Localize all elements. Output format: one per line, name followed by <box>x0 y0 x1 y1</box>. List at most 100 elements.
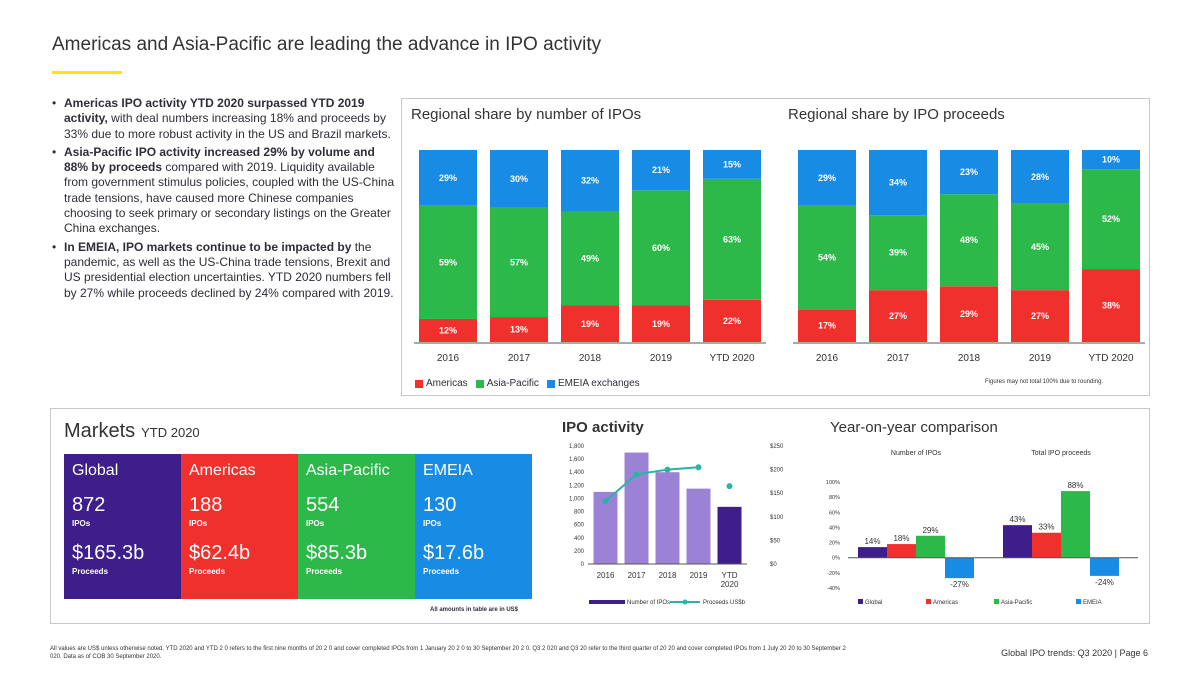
x-tick-label: 2017 <box>508 353 531 364</box>
legend-swatch <box>994 599 999 604</box>
yoy-bar <box>1061 491 1090 558</box>
market-ipos-label: IPOs <box>423 519 442 528</box>
data-label: 32% <box>581 176 599 186</box>
y-tick-label: 600 <box>574 523 585 529</box>
market-region: EMEIA <box>423 462 473 479</box>
legend-item-asia: Asia-Pacific <box>475 378 539 389</box>
data-label: 14% <box>864 537 880 546</box>
x-tick-label: 2016 <box>597 571 615 580</box>
market-card-emeia: EMEIA 130 IPOs $17.6b Proceeds <box>415 454 532 599</box>
data-label: 18% <box>893 534 909 543</box>
data-label: 29% <box>922 526 938 535</box>
page-title: Americas and Asia-Pacific are leading th… <box>52 34 602 55</box>
bar-segment <box>419 205 477 319</box>
market-proceeds: $85.3b <box>306 542 368 564</box>
market-ipos-label: IPOs <box>189 519 208 528</box>
bar-segment <box>1011 290 1069 342</box>
data-label: 17% <box>818 321 836 331</box>
bullet-text: the pandemic, as well as the US-China tr… <box>64 239 394 300</box>
markets-heading: Markets <box>64 420 136 442</box>
market-ipos: 188 <box>189 494 223 516</box>
yoy-bar <box>887 544 916 558</box>
bar-segment <box>940 150 998 195</box>
data-label: 10% <box>1102 155 1120 165</box>
y2-tick-label: $0 <box>770 562 777 568</box>
bar-segment <box>419 150 477 206</box>
data-label: 19% <box>652 319 670 329</box>
chart-title-proceeds: Regional share by IPO proceeds <box>788 106 1005 123</box>
data-label: 63% <box>723 234 741 244</box>
data-label: 19% <box>581 319 599 329</box>
proceeds-point <box>664 466 671 473</box>
bar-segment <box>1082 269 1140 342</box>
data-label: -24% <box>1095 578 1114 587</box>
legend-swatch <box>475 379 484 388</box>
y2-tick-label: $150 <box>770 491 784 497</box>
proceeds-point <box>602 498 609 505</box>
legend-label-ipos: Number of IPOs <box>627 600 670 606</box>
bullet-text: compared with 2019. Liquidity available … <box>64 160 395 236</box>
bullet-bold: Americas IPO activity YTD 2020 surpassed… <box>64 96 365 126</box>
y-tick-label: 100% <box>826 480 840 486</box>
ipo-activity-chart: 0 200 400 600 800 1,000 1,200 1,400 1,600 1,800 $0… <box>569 444 784 606</box>
data-label: 30% <box>510 174 528 184</box>
yoy-bar <box>858 547 887 558</box>
y-tick-label: 40% <box>829 525 840 531</box>
legend-label: EMEIA exchanges <box>557 378 640 389</box>
rounding-note: Figures may not total 100% due to roundi… <box>985 379 1104 385</box>
bar-segment <box>490 150 548 208</box>
data-label: 43% <box>1009 515 1025 524</box>
bullet-item: Asia-Pacific IPO activity increased 29% … <box>50 145 395 237</box>
market-ipos: 554 <box>306 494 340 516</box>
x-tick-label: YTD <box>722 571 738 580</box>
x-tick-label: 2019 <box>1029 353 1052 364</box>
legend-swatch-ipos <box>589 600 625 604</box>
proceeds-point <box>633 471 640 478</box>
y-tick-label: 200 <box>574 549 585 555</box>
top-legend: Americas Asia-Pacific EMEIA exchanges <box>415 378 648 389</box>
legend-label: Asia-Pacific <box>1001 600 1032 606</box>
y-tick-label: -20% <box>827 571 840 577</box>
data-label: 29% <box>960 309 978 319</box>
y-tick-label: 1,600 <box>569 457 585 463</box>
bullet-item: Americas IPO activity YTD 2020 surpassed… <box>50 96 395 142</box>
x-tick-label: 2016 <box>437 353 460 364</box>
bar-segment <box>798 309 856 342</box>
bar-segment <box>798 205 856 310</box>
data-label: 27% <box>1031 311 1049 321</box>
legend-label: Asia-Pacific <box>486 378 539 389</box>
footnote: All values are US$ unless otherwise note… <box>50 646 846 660</box>
legend-swatch <box>926 599 931 604</box>
legend-label: EMEIA <box>1083 600 1102 606</box>
market-region: Americas <box>189 462 256 479</box>
bar-segment <box>490 317 548 342</box>
bar-segment <box>1011 203 1069 291</box>
market-card-americas: Americas 188 IPOs $62.4b Proceeds <box>181 454 298 599</box>
data-label: 21% <box>652 165 670 175</box>
x-tick-label: YTD 2020 <box>1088 353 1133 364</box>
y-tick-label: 1,400 <box>569 470 585 476</box>
data-label: 29% <box>439 173 457 183</box>
y-tick-label: 0 <box>581 562 585 568</box>
data-label: 39% <box>889 248 907 258</box>
x-tick-label: 2020 <box>721 580 739 589</box>
bullet-bold: Asia-Pacific IPO activity increased 29% … <box>64 144 375 175</box>
bar-segment <box>703 299 761 342</box>
bar-segment <box>798 150 856 206</box>
legend-swatch <box>1076 599 1081 604</box>
market-ipos: 872 <box>72 494 106 516</box>
data-label: 34% <box>889 178 907 188</box>
y-tick-label: 800 <box>574 510 585 516</box>
data-label: 60% <box>652 243 670 253</box>
bar-segment <box>632 190 690 306</box>
yoy-comparison-chart: 100% 80% 60% 40% 20% 0% -20% -40% Number of IPOs… <box>826 450 1138 606</box>
proceeds-point <box>695 464 702 471</box>
bar-segment <box>419 318 477 342</box>
bar-segment <box>940 286 998 342</box>
data-label: 54% <box>818 253 836 263</box>
x-tick-label: 2016 <box>816 353 839 364</box>
data-label: -27% <box>950 580 969 589</box>
market-proceeds: $17.6b <box>423 542 485 564</box>
market-proceeds-label: Proceeds <box>189 567 226 576</box>
data-label: 28% <box>1031 172 1049 182</box>
